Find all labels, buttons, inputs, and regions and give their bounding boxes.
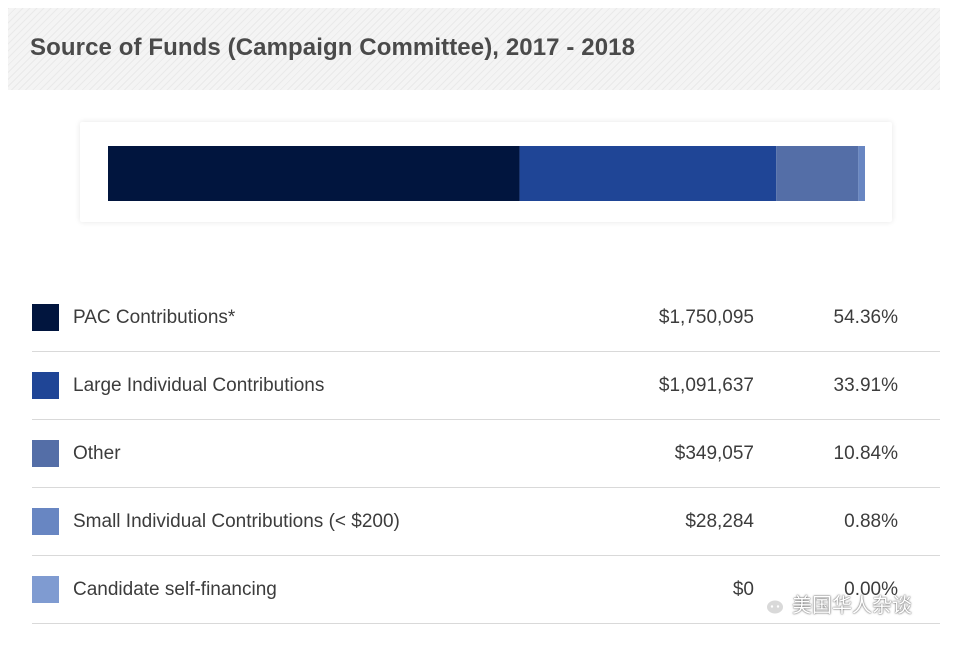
legend-percent: 10.84%: [833, 443, 898, 464]
legend-row: Large Individual Contributions $1,091,63…: [32, 352, 940, 420]
legend-label: Candidate self-financing: [73, 579, 277, 600]
title-bar: Source of Funds (Campaign Committee), 20…: [8, 8, 940, 90]
legend-label: Small Individual Contributions (< $200): [73, 511, 400, 532]
legend-amount: $1,750,095: [658, 307, 754, 328]
legend-amount: $28,284: [685, 511, 754, 532]
bar-segment-large-individual[interactable]: [519, 146, 777, 201]
legend-amount: $349,057: [674, 443, 754, 464]
stacked-bar-chart: [108, 146, 865, 201]
legend-row: Other $349,057 10.84%: [32, 420, 940, 488]
watermark: 美国华人杂谈: [752, 589, 912, 618]
legend-label: Large Individual Contributions: [73, 375, 325, 396]
chart-title: Source of Funds (Campaign Committee), 20…: [30, 34, 636, 61]
legend-swatch-small-individual: [32, 508, 59, 535]
legend-swatch-pac: [32, 304, 59, 331]
legend-row: Candidate self-financing $0 0.00%: [32, 556, 940, 624]
legend-amount: $0: [732, 579, 754, 600]
watermark-text: 美国华人杂谈: [792, 593, 912, 617]
legend-percent: 0.88%: [844, 511, 898, 532]
stacked-bar-card: [80, 122, 892, 222]
legend-swatch-self-financing: [32, 576, 59, 603]
legend-swatch-other: [32, 440, 59, 467]
wechat-icon: [753, 590, 785, 615]
legend-row: Small Individual Contributions (< $200) …: [32, 488, 940, 556]
bar-segment-pac[interactable]: [108, 146, 520, 201]
legend-amount: $1,091,637: [658, 375, 754, 396]
legend-label: Other: [73, 443, 121, 464]
legend-swatch-large-individual: [32, 372, 59, 399]
legend-table: PAC Contributions* $1,750,095 54.36% Lar…: [32, 284, 940, 624]
legend-percent: 54.36%: [833, 307, 898, 328]
legend-label: PAC Contributions*: [73, 307, 236, 328]
bar-segment-other[interactable]: [776, 146, 859, 201]
bar-segment-small-individual[interactable]: [858, 146, 865, 201]
legend-percent: 33.91%: [833, 375, 898, 396]
legend-row: PAC Contributions* $1,750,095 54.36%: [32, 284, 940, 352]
legend-percent: 0.00%: [844, 579, 898, 600]
